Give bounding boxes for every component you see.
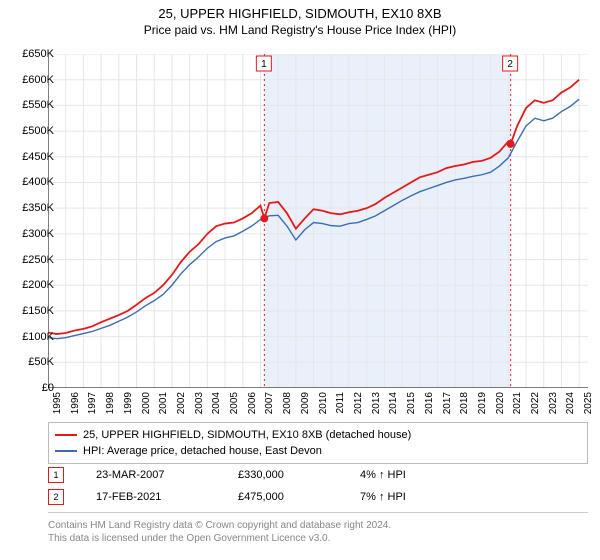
- marker-badge: 1: [48, 467, 64, 483]
- x-tick-label: 2021: [512, 392, 523, 414]
- y-tick-label: £200K: [4, 279, 54, 291]
- x-tick-label: 1998: [105, 392, 116, 414]
- x-tick-label: 2009: [300, 392, 311, 414]
- x-tick-label: 1995: [52, 392, 63, 414]
- x-tick-label: 2001: [158, 392, 169, 414]
- x-tick-label: 2000: [141, 392, 152, 414]
- x-tick-label: 2020: [495, 392, 506, 414]
- sale-marker-row: 2 17-FEB-2021 £475,000 7% ↑ HPI: [48, 486, 588, 508]
- sale-marker-row: 1 23-MAR-2007 £330,000 4% ↑ HPI: [48, 464, 588, 486]
- y-tick-label: £650K: [4, 48, 54, 60]
- x-tick-label: 2010: [318, 392, 329, 414]
- x-tick-label: 2014: [388, 392, 399, 414]
- y-tick-label: £50K: [4, 356, 54, 368]
- legend-swatch: [55, 450, 77, 452]
- y-tick-label: £600K: [4, 74, 54, 86]
- svg-text:2: 2: [507, 59, 513, 70]
- chart-title: 25, UPPER HIGHFIELD, SIDMOUTH, EX10 8XB: [0, 6, 600, 21]
- y-tick-label: £450K: [4, 151, 54, 163]
- y-tick-label: £300K: [4, 228, 54, 240]
- x-tick-label: 2016: [424, 392, 435, 414]
- y-tick-label: £0: [4, 382, 54, 394]
- footer-attribution: Contains HM Land Registry data © Crown c…: [48, 512, 588, 545]
- legend-item-series-1: 25, UPPER HIGHFIELD, SIDMOUTH, EX10 8XB …: [55, 427, 581, 443]
- legend: 25, UPPER HIGHFIELD, SIDMOUTH, EX10 8XB …: [48, 422, 588, 464]
- x-tick-label: 2022: [530, 392, 541, 414]
- svg-text:1: 1: [261, 59, 267, 70]
- x-tick-label: 2024: [565, 392, 576, 414]
- marker-price: £330,000: [238, 469, 328, 481]
- chart-subtitle: Price paid vs. HM Land Registry's House …: [0, 23, 600, 37]
- y-tick-label: £100K: [4, 331, 54, 343]
- marker-hpi-delta: 7% ↑ HPI: [360, 491, 406, 503]
- x-tick-label: 2025: [583, 392, 594, 414]
- x-tick-label: 2002: [176, 392, 187, 414]
- marker-date: 23-MAR-2007: [96, 469, 206, 481]
- x-tick-label: 2023: [548, 392, 559, 414]
- x-tick-label: 2003: [194, 392, 205, 414]
- x-tick-label: 2004: [211, 392, 222, 414]
- legend-label: 25, UPPER HIGHFIELD, SIDMOUTH, EX10 8XB …: [83, 427, 411, 443]
- footer-line: Contains HM Land Registry data © Crown c…: [48, 519, 588, 532]
- marker-price: £475,000: [238, 491, 328, 503]
- plot-area: 12: [48, 54, 588, 388]
- footer-line: This data is licensed under the Open Gov…: [48, 532, 588, 545]
- legend-item-series-2: HPI: Average price, detached house, East…: [55, 443, 581, 459]
- x-tick-label: 2012: [353, 392, 364, 414]
- x-tick-label: 2008: [282, 392, 293, 414]
- x-tick-label: 2015: [406, 392, 417, 414]
- x-tick-label: 2017: [442, 392, 453, 414]
- marker-badge: 2: [48, 489, 64, 505]
- x-tick-label: 2006: [247, 392, 258, 414]
- y-tick-label: £550K: [4, 99, 54, 111]
- x-tick-label: 1996: [70, 392, 81, 414]
- y-tick-label: £350K: [4, 202, 54, 214]
- x-tick-label: 1997: [87, 392, 98, 414]
- legend-swatch: [55, 434, 77, 436]
- y-tick-label: £150K: [4, 305, 54, 317]
- x-tick-label: 2011: [335, 392, 346, 414]
- y-tick-label: £400K: [4, 176, 54, 188]
- x-tick-label: 2019: [477, 392, 488, 414]
- x-tick-label: 2018: [459, 392, 470, 414]
- x-tick-label: 2013: [371, 392, 382, 414]
- y-tick-label: £500K: [4, 125, 54, 137]
- marker-hpi-delta: 4% ↑ HPI: [360, 469, 406, 481]
- x-tick-label: 1999: [123, 392, 134, 414]
- x-tick-label: 2005: [229, 392, 240, 414]
- legend-label: HPI: Average price, detached house, East…: [83, 443, 322, 459]
- marker-date: 17-FEB-2021: [96, 491, 206, 503]
- x-tick-label: 2007: [264, 392, 275, 414]
- sale-marker-table: 1 23-MAR-2007 £330,000 4% ↑ HPI 2 17-FEB-2021…: [48, 464, 588, 508]
- y-tick-label: £250K: [4, 254, 54, 266]
